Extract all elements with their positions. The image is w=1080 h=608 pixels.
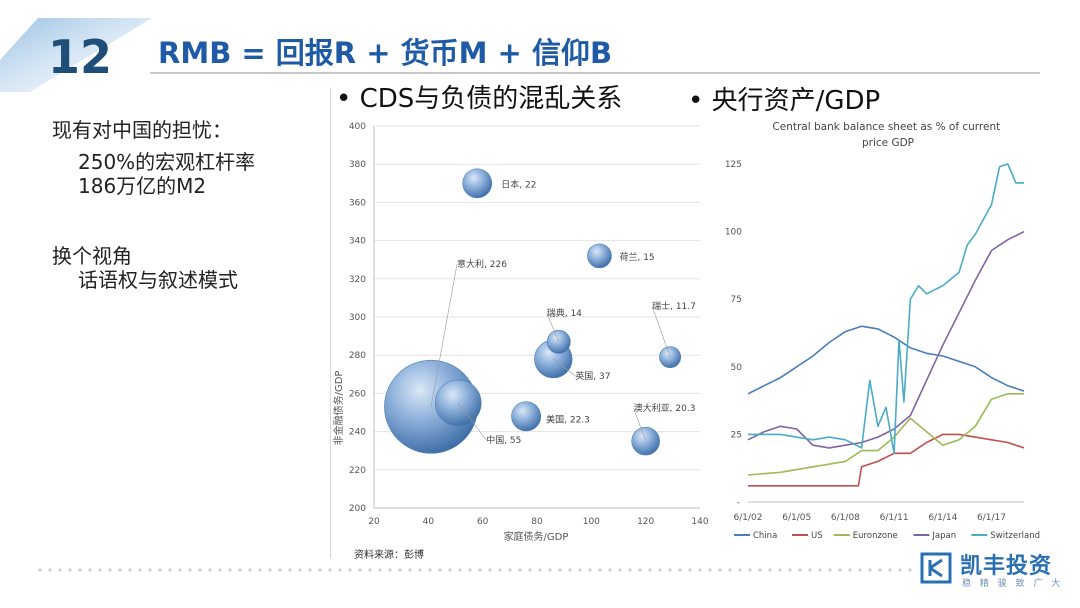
header-accent-shape <box>0 18 152 92</box>
bubble-data-label: 中国, 55 <box>486 434 521 446</box>
bubble-x-tick: 120 <box>637 517 654 527</box>
legend-label: US <box>811 531 823 541</box>
line-y-tick: 100 <box>725 228 742 238</box>
line-series-euronzone <box>747 393 1024 476</box>
bubble-data-label: 日本, 22 <box>501 178 536 190</box>
bubble-label-leader <box>457 402 487 441</box>
bullet-dot: • <box>336 84 360 114</box>
bubble-y-tick: 360 <box>349 198 366 208</box>
concern-item-m2: 186万亿的M2 <box>78 174 207 198</box>
bubble-point <box>434 379 482 427</box>
line-series-japan <box>747 230 1025 449</box>
perspective-item: 话语权与叙述模式 <box>78 268 238 292</box>
logo-tagline: 稳 精 骏 致 广 大 <box>962 579 1064 589</box>
bubble-x-tick: 80 <box>531 517 543 527</box>
line-x-tick: 6/1/14 <box>928 513 957 523</box>
line-series-switzerland <box>748 163 1024 455</box>
bubble-data-label: 瑞士, 11.7 <box>652 300 696 312</box>
concerns-heading: 现有对中国的担忧： <box>52 118 232 142</box>
bubble-x-tick: 40 <box>423 517 435 527</box>
line-x-tick: 6/1/02 <box>734 513 763 523</box>
line-y-tick: - <box>737 498 740 508</box>
bubble-point <box>462 168 493 199</box>
logo-name: 凯丰投资 <box>960 554 1053 579</box>
bubble-x-tick: 140 <box>691 517 708 527</box>
bubble-point <box>587 243 612 269</box>
bubble-y-tick: 380 <box>349 160 366 170</box>
legend-label: Switzerland <box>990 531 1040 541</box>
bubble-y-tick: 200 <box>349 504 366 514</box>
line-chart: Central bank balance sheet as % of curre… <box>725 121 1040 541</box>
panel-divider <box>330 88 331 558</box>
bubble-data-label: 美国, 22.3 <box>546 413 590 425</box>
bubble-y-tick: 260 <box>349 389 366 399</box>
bubble-data-label: 瑞典, 14 <box>547 307 582 319</box>
bubble-y-tick: 340 <box>349 237 366 247</box>
slide-number: 12 <box>48 30 113 84</box>
bullet-cb-label: 央行资产/GDP <box>711 86 881 116</box>
slide-title: RMB = 回报R + 货币M + 信仰B <box>158 36 613 70</box>
line-x-tick: 6/1/17 <box>977 513 1006 523</box>
source-note: 资料来源：彭博 <box>354 548 424 561</box>
bubble-point <box>546 329 571 354</box>
footer-dot-line <box>35 568 915 572</box>
bubble-point <box>511 401 542 432</box>
line-chart-title: Central bank balance sheet as % of curre… <box>772 121 1003 149</box>
bubble-x-tick: 20 <box>368 517 380 527</box>
bubble-x-axis-label: 家庭债务/GDP <box>504 530 569 543</box>
bullet-cds: • CDS与负债的混乱关系 <box>336 78 622 115</box>
title-divider <box>150 72 1040 74</box>
line-x-tick: 6/1/11 <box>880 513 909 523</box>
line-series-us <box>748 433 1025 487</box>
line-y-tick: 50 <box>731 363 743 373</box>
bubble-label-leader <box>651 306 671 358</box>
logo-mark-icon <box>920 552 952 584</box>
bubble-y-tick: 300 <box>349 313 366 323</box>
concern-item-leverage: 250%的宏观杠杆率 <box>78 150 256 174</box>
bubble-y-tick: 280 <box>349 351 366 361</box>
bubble-y-tick: 320 <box>349 275 366 285</box>
line-y-tick: 75 <box>731 295 742 305</box>
bubble-label-leader <box>546 312 560 342</box>
bullet-cb-assets: • 央行资产/GDP <box>688 80 880 117</box>
bubble-label-leader <box>633 408 646 442</box>
legend-label: Japan <box>931 531 956 541</box>
perspective-heading: 换个视角 <box>52 244 132 268</box>
bubble-data-label: 澳大利亚, 20.3 <box>634 402 696 414</box>
legend-label: China <box>753 531 777 541</box>
bullet-cds-label: CDS与负债的混乱关系 <box>359 84 623 114</box>
bubble-data-label: 荷兰, 15 <box>619 251 654 263</box>
bubble-data-label: 英国, 37 <box>575 370 610 382</box>
line-x-tick: 6/1/08 <box>831 513 860 523</box>
bubble-x-tick: 100 <box>583 517 600 527</box>
legend-label: Euronzone <box>853 531 898 541</box>
bubble-y-tick: 220 <box>349 466 366 476</box>
bubble-y-tick: 240 <box>349 428 366 438</box>
bubble-y-axis-label: 非金融债务/GDP <box>332 371 345 446</box>
bubble-label-leader <box>553 358 576 377</box>
bubble-y-tick: 400 <box>349 122 366 132</box>
bubble-data-label: 意大利, 226 <box>457 258 507 270</box>
bubble-x-tick: 60 <box>477 517 489 527</box>
bubble-chart: 200 220 240 260 280 300 320 340 360 380 400 20 40 60 8… <box>332 122 709 561</box>
line-y-tick: 125 <box>725 160 742 170</box>
line-series-china <box>747 325 1025 395</box>
line-y-tick: 25 <box>731 430 742 440</box>
line-x-tick: 6/1/05 <box>782 513 811 523</box>
bullet-dot: • <box>688 86 712 116</box>
bubble-label-leader <box>430 263 458 407</box>
